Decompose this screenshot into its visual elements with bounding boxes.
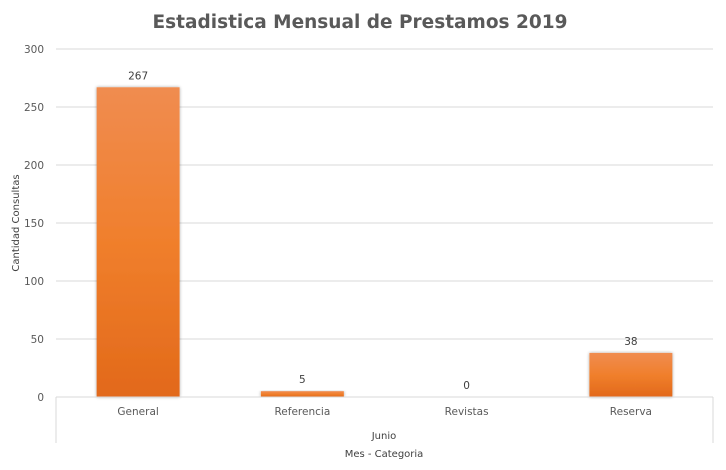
bar-referencia [260, 391, 344, 397]
chart-title: Estadistica Mensual de Prestamos 2019 [153, 12, 568, 33]
data-labels: 267 5 0 38 [128, 70, 637, 392]
x-axis-group-label: Junio [371, 431, 397, 442]
y-tick-label: 50 [31, 334, 44, 346]
data-label: 267 [128, 70, 148, 82]
x-category-label: Referencia [274, 406, 330, 418]
bar-general [96, 87, 180, 397]
data-label: 5 [299, 374, 306, 386]
bar-reserva [589, 352, 673, 397]
y-tick-label: 0 [37, 392, 44, 404]
y-tick-label: 300 [24, 44, 44, 56]
data-label: 0 [463, 380, 470, 392]
y-tick-label: 250 [24, 102, 44, 114]
x-category-label: Reserva [610, 406, 652, 418]
y-tick-label: 200 [24, 160, 44, 172]
x-axis-title: Mes - Categoria [345, 449, 424, 460]
x-category-label: Revistas [445, 406, 489, 418]
bars [96, 87, 673, 397]
y-tick-label: 150 [24, 218, 44, 230]
y-axis-title: Cantidad Consultas [11, 174, 22, 271]
x-axis-category-labels: General Referencia Revistas Reserva [117, 406, 652, 418]
data-label: 38 [624, 336, 637, 348]
x-category-label: General [117, 406, 158, 418]
y-tick-label: 100 [24, 276, 44, 288]
y-axis-ticks: 0 50 100 150 200 250 300 [24, 44, 44, 404]
x-axis [55, 396, 714, 443]
